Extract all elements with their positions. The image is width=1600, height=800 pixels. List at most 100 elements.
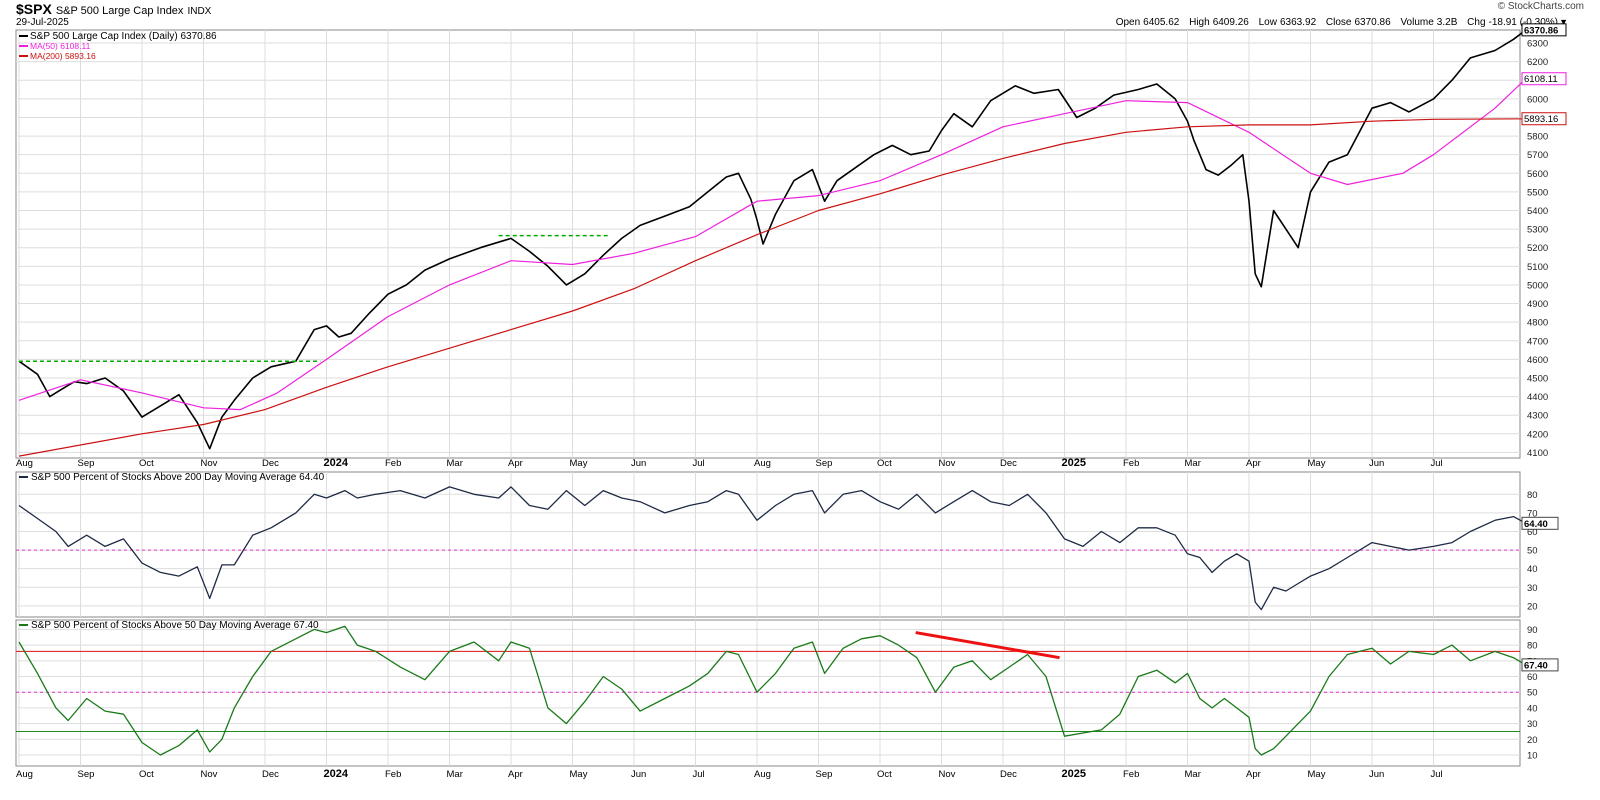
chg-value: -18.91 (-0.30%) bbox=[1488, 17, 1558, 28]
x-tick-label: Nov bbox=[201, 458, 218, 469]
x-tick-label: Aug bbox=[754, 458, 771, 469]
x-tick-label: Jul bbox=[693, 458, 705, 469]
x-tick-label: Mar bbox=[1185, 769, 1201, 780]
last-value-tag bbox=[1521, 23, 1567, 37]
x-tick-label: Jun bbox=[1369, 769, 1384, 780]
x-tick-label: Oct bbox=[139, 458, 154, 469]
x-tick-label: Mar bbox=[447, 458, 463, 469]
x-tick-label: Jul bbox=[693, 769, 705, 780]
series-line-0-1 bbox=[18, 78, 1527, 411]
x-tick-label: Feb bbox=[385, 769, 401, 780]
legend-entry: MA(200) 5893.16 bbox=[30, 51, 96, 61]
open-label: Open bbox=[1115, 17, 1141, 28]
x-tick-label: Sep bbox=[816, 769, 833, 780]
panel-frame-1 bbox=[15, 471, 1521, 618]
x-tick-label: May bbox=[570, 458, 588, 469]
y-tick-label: 20 bbox=[1527, 735, 1538, 746]
y-tick-label: 5200 bbox=[1527, 243, 1548, 254]
close-value: 6370.86 bbox=[1354, 17, 1391, 28]
y-tick-label: 6200 bbox=[1527, 57, 1548, 68]
x-tick-label: Apr bbox=[508, 458, 523, 469]
x-tick-label: Oct bbox=[139, 769, 154, 780]
brand-watermark: © StockCharts.com bbox=[1497, 1, 1584, 12]
volume-label: Volume bbox=[1400, 17, 1434, 28]
divergence-trend-line bbox=[915, 631, 1060, 660]
y-tick-label: 4900 bbox=[1527, 299, 1548, 310]
y-tick-label: 30 bbox=[1527, 583, 1538, 594]
volume-value: 3.2B bbox=[1436, 17, 1458, 28]
x-tick-label: Jul bbox=[1431, 458, 1443, 469]
ohlc-summary: Open 6405.62 High 6409.26 Low 6363.92 Close… bbox=[1109, 17, 1558, 28]
x-tick-label: Dec bbox=[262, 458, 279, 469]
panel-title: S&P 500 Percent of Stocks Above 50 Day M… bbox=[31, 620, 319, 631]
y-tick-label: 5700 bbox=[1527, 150, 1548, 161]
y-tick-label: 90 bbox=[1527, 625, 1538, 636]
caret-down-icon[interactable]: ▼ bbox=[1559, 17, 1568, 27]
x-tick-label: 2025 bbox=[1062, 768, 1086, 780]
y-tick-label: 60 bbox=[1527, 672, 1538, 683]
y-tick-label: 5500 bbox=[1527, 187, 1548, 198]
x-tick-label: Apr bbox=[1246, 769, 1261, 780]
x-tick-label: May bbox=[1308, 458, 1326, 469]
x-tick-label: May bbox=[1308, 769, 1326, 780]
y-tick-label: 5300 bbox=[1527, 225, 1548, 236]
y-tick-label: 4100 bbox=[1527, 448, 1548, 459]
symbol-label: $SPX bbox=[16, 1, 52, 17]
x-tick-label: Nov bbox=[201, 769, 218, 780]
y-tick-label: 5400 bbox=[1527, 206, 1548, 217]
y-tick-label: 80 bbox=[1527, 490, 1538, 501]
x-tick-label: Aug bbox=[754, 769, 771, 780]
close-label: Close bbox=[1325, 17, 1352, 28]
y-tick-label: 5000 bbox=[1527, 280, 1548, 291]
x-tick-label: Sep bbox=[78, 769, 95, 780]
x-tick-label: Sep bbox=[78, 458, 95, 469]
x-tick-label: Dec bbox=[262, 769, 279, 780]
y-tick-label: 4800 bbox=[1527, 318, 1548, 329]
series-line-0-2 bbox=[18, 118, 1526, 457]
high-value: 6409.26 bbox=[1212, 17, 1249, 28]
legend-entry: MA(50) 6108.11 bbox=[30, 41, 91, 51]
y-tick-label: 10 bbox=[1527, 751, 1538, 762]
y-tick-label: 4200 bbox=[1527, 429, 1548, 440]
panel-frame-0 bbox=[15, 29, 1521, 459]
last-value-label: 5893.16 bbox=[1524, 114, 1558, 125]
last-value-tag bbox=[1521, 72, 1567, 86]
chart-date: 29-Jul-2025 bbox=[16, 17, 69, 28]
x-tick-label: Feb bbox=[1123, 769, 1139, 780]
y-tick-label: 6000 bbox=[1527, 94, 1548, 105]
y-tick-label: 40 bbox=[1527, 564, 1538, 575]
index-name: S&P 500 Large Cap Index bbox=[55, 5, 184, 17]
x-tick-label: 2025 bbox=[1062, 457, 1086, 469]
high-label: High bbox=[1189, 17, 1210, 28]
x-tick-label: Dec bbox=[1000, 769, 1017, 780]
y-tick-label: 50 bbox=[1527, 546, 1538, 557]
open-value: 6405.62 bbox=[1143, 17, 1180, 28]
y-tick-label: 4400 bbox=[1527, 392, 1548, 403]
x-tick-label: Feb bbox=[1123, 458, 1139, 469]
y-tick-label: 20 bbox=[1527, 601, 1538, 612]
low-value: 6363.92 bbox=[1279, 17, 1317, 28]
y-tick-label: 50 bbox=[1527, 688, 1538, 699]
last-value-tag bbox=[1521, 516, 1559, 530]
y-tick-label: 4600 bbox=[1527, 355, 1548, 366]
y-tick-label: 5600 bbox=[1527, 169, 1548, 180]
x-tick-label: 2024 bbox=[324, 768, 349, 780]
y-tick-label: 60 bbox=[1527, 527, 1538, 538]
legend-entry: S&P 500 Large Cap Index (Daily) 6370.86 bbox=[30, 31, 217, 42]
y-tick-label: 5100 bbox=[1527, 262, 1548, 273]
y-tick-label: 40 bbox=[1527, 703, 1538, 714]
last-value-tag bbox=[1521, 658, 1559, 672]
series-line-1-0 bbox=[18, 486, 1527, 611]
chg-label: Chg bbox=[1467, 17, 1486, 28]
low-label: Low bbox=[1258, 17, 1277, 28]
x-tick-label: Aug bbox=[16, 458, 33, 469]
y-tick-label: 30 bbox=[1527, 719, 1538, 730]
y-tick-label: 4300 bbox=[1527, 411, 1548, 422]
last-value-label: 67.40 bbox=[1524, 660, 1548, 671]
x-tick-label: Oct bbox=[877, 458, 892, 469]
x-tick-label: Aug bbox=[16, 769, 33, 780]
last-value-tag bbox=[1521, 112, 1567, 126]
x-tick-label: Apr bbox=[1246, 458, 1261, 469]
y-tick-label: 4700 bbox=[1527, 336, 1548, 347]
last-value-label: 64.40 bbox=[1524, 519, 1548, 530]
